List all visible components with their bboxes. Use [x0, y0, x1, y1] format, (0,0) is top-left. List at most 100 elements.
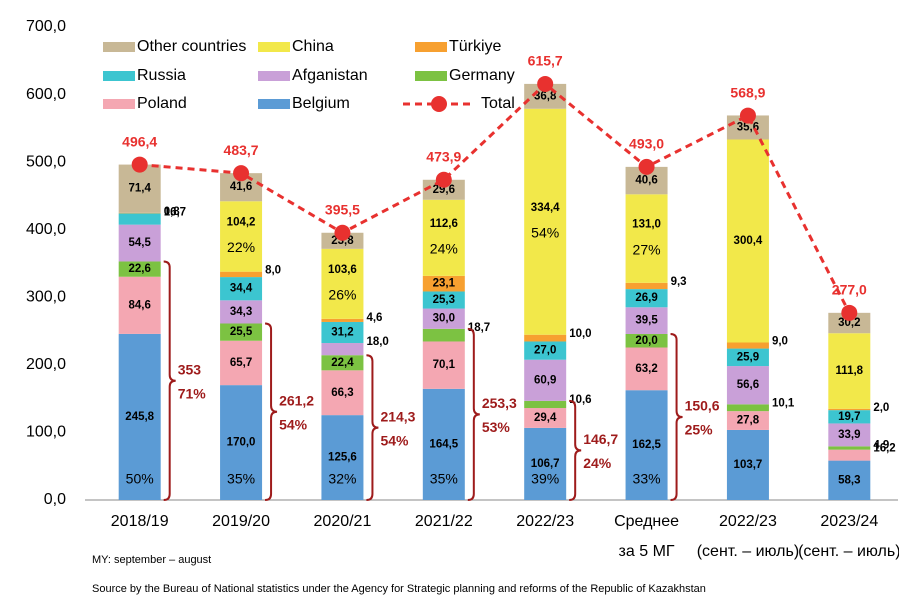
legend-label: Other countries [137, 38, 246, 55]
value-label: 25,3 [433, 294, 455, 306]
bracket-value: 253,3 [482, 395, 517, 411]
legend-label: China [292, 38, 334, 55]
value-label: 63,2 [635, 363, 657, 375]
bar-segment [726, 139, 769, 343]
bracket [366, 354, 379, 501]
share-label: 22% [227, 239, 255, 255]
y-tick-label: 300,0 [26, 289, 66, 306]
legend-label: Total [481, 95, 515, 112]
bar-segment [220, 340, 263, 386]
bar-segment [828, 423, 871, 447]
value-label: 84,6 [128, 299, 150, 311]
share-label: 26% [328, 287, 356, 303]
bar-segment [321, 370, 364, 416]
value-label: 23,1 [433, 278, 456, 290]
bar-segment [524, 359, 567, 401]
value-label: 60,9 [534, 374, 556, 386]
bar-segment [220, 323, 263, 341]
x-tick-label: 2022/23 [516, 513, 574, 530]
value-label: 103,6 [328, 264, 357, 276]
x-tick-label: Среднее [614, 513, 679, 530]
bar-segment [422, 341, 465, 389]
bar-segment [220, 201, 263, 272]
x-tick-label: 2023/24 [820, 513, 878, 530]
value-label: 29,4 [534, 412, 557, 424]
value-label: 33,9 [838, 429, 860, 441]
share-label: 35% [430, 471, 458, 487]
y-tick-label: 200,0 [26, 356, 66, 373]
value-label: 30,2 [838, 317, 860, 329]
share-label: 27% [633, 241, 661, 257]
value-label: 56,6 [737, 379, 759, 391]
bar-segment [220, 277, 263, 301]
bar-segment [625, 289, 668, 308]
value-label: 19,7 [838, 411, 860, 423]
value-label: 131,0 [632, 219, 661, 231]
bar-segment [220, 385, 263, 500]
bracket-share: 53% [482, 419, 511, 435]
value-label: 0,8 [164, 206, 181, 218]
value-label: 164,5 [429, 438, 458, 450]
value-label: 25,5 [230, 326, 253, 338]
bar-segment [118, 333, 161, 500]
bar-segment [321, 321, 364, 344]
value-label: 18,0 [366, 336, 388, 348]
bracket [467, 327, 480, 501]
bar-segment [828, 410, 871, 424]
legend-swatch [258, 42, 290, 52]
bar-segment [625, 347, 668, 391]
bar-segment [524, 408, 567, 428]
bar-segment [625, 194, 668, 283]
total-label: 615,7 [528, 53, 563, 69]
y-tick-label: 400,0 [26, 221, 66, 238]
total-point [435, 171, 452, 188]
total-point [131, 156, 148, 173]
value-label: 111,8 [836, 365, 864, 377]
total-point [233, 165, 250, 182]
share-label: 39% [531, 471, 559, 487]
x-tick-label: за 5 МГ [619, 543, 675, 560]
value-label: 22,4 [331, 357, 354, 369]
bar-segment [524, 108, 567, 335]
y-tick-label: 600,0 [26, 86, 66, 103]
legend-label: Russia [137, 67, 186, 84]
y-tick-label: 0,0 [44, 491, 66, 508]
bar-segment [828, 460, 871, 500]
bar-segment [422, 179, 465, 200]
bracket-value: 150,6 [685, 398, 720, 414]
bar-segment [321, 355, 364, 371]
bar-segment [625, 307, 668, 334]
value-label: 170,0 [227, 437, 256, 449]
total-line [139, 81, 851, 314]
bar-segment [422, 291, 465, 309]
total-label: 395,5 [325, 201, 360, 217]
bracket-share: 25% [685, 422, 714, 438]
bracket-share: 24% [583, 455, 612, 471]
value-label: 27,8 [737, 415, 760, 427]
legend-swatch [415, 71, 447, 81]
value-label: 71,4 [128, 183, 151, 195]
total-point [739, 107, 756, 124]
value-label: 29,6 [433, 184, 455, 196]
share-label: 32% [328, 471, 356, 487]
value-label: 125,6 [328, 452, 357, 464]
bar-segment [524, 427, 567, 500]
value-label: 4,9 [873, 439, 889, 451]
total-label: 493,0 [629, 136, 664, 152]
value-label: 35,6 [737, 122, 759, 134]
bar-segment [524, 341, 567, 360]
total-point [537, 75, 554, 92]
x-tick-label: (сент. – июль) [798, 543, 899, 560]
bar-segment [726, 411, 769, 430]
value-label: 70,1 [433, 359, 456, 371]
value-label: 22,6 [128, 263, 150, 275]
value-label: 9,0 [772, 336, 788, 348]
note: MY: september – august [92, 554, 211, 566]
value-label: 106,7 [531, 458, 560, 470]
source: Source by the Bureau of National statist… [92, 583, 706, 595]
y-tick-label: 500,0 [26, 153, 66, 170]
legend-swatch [103, 99, 135, 109]
value-label: 41,6 [230, 181, 252, 193]
legend-label: Poland [137, 95, 187, 112]
value-label: 8,0 [265, 265, 281, 277]
